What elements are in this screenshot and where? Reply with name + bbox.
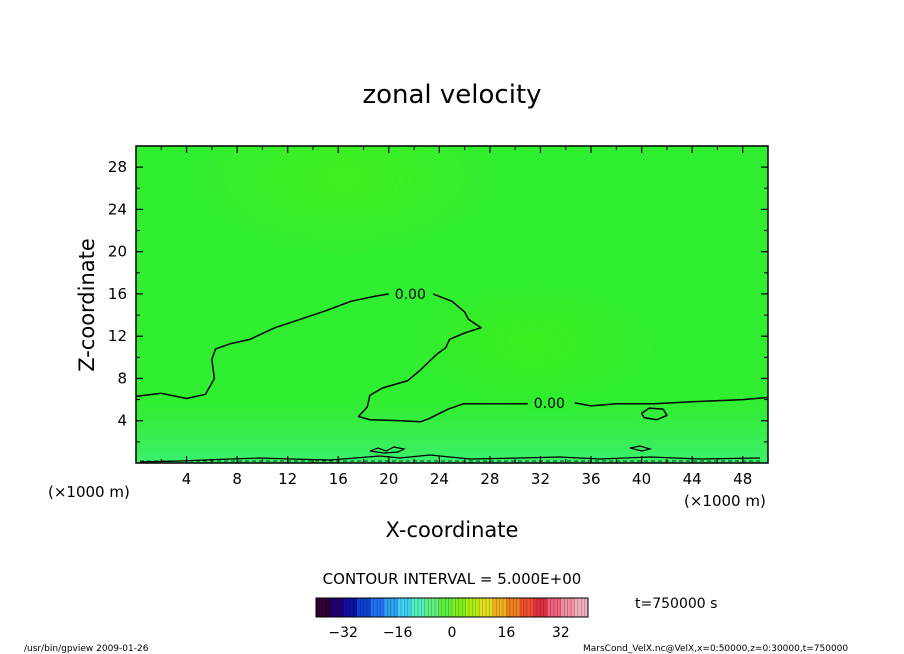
colorbar-segment bbox=[547, 598, 562, 617]
colorbar-segment bbox=[370, 598, 385, 617]
x-tick-label: 12 bbox=[278, 470, 297, 488]
near-surface-contour bbox=[139, 454, 761, 463]
y-tick-label: 16 bbox=[108, 285, 127, 303]
y-tick-label: 28 bbox=[108, 158, 127, 176]
small-contour-blob bbox=[629, 445, 653, 452]
colorbar-segment bbox=[424, 598, 439, 617]
contour-label-bg bbox=[529, 393, 570, 411]
x-tick-label: 20 bbox=[379, 470, 398, 488]
colorbar-tick-label: 32 bbox=[552, 625, 570, 641]
zero-contour bbox=[640, 407, 668, 421]
zero-contour bbox=[574, 396, 768, 407]
colorbar-ticks: −32 −16 0 16 32 bbox=[328, 625, 569, 641]
colorbar-tick-label: 0 bbox=[448, 625, 457, 641]
x-axis-unit-right: (×1000 m) bbox=[684, 492, 766, 510]
chart-title: zonal velocity bbox=[362, 80, 541, 110]
colorbar-segment bbox=[574, 598, 589, 617]
x-tick-label: 16 bbox=[329, 470, 348, 488]
contour-label: 0.00 bbox=[395, 287, 426, 303]
plot-field: 0.00 0.00 bbox=[136, 146, 768, 463]
y-tick-label: 8 bbox=[117, 369, 127, 387]
colorbar-segment bbox=[397, 598, 412, 617]
contour-label: 0.00 bbox=[534, 396, 565, 412]
colorbar-segment bbox=[506, 598, 521, 617]
x-tick-label: 24 bbox=[430, 470, 449, 488]
colorbar-segment bbox=[560, 598, 575, 617]
zero-contour-lines bbox=[136, 293, 768, 463]
x-tick-label: 48 bbox=[733, 470, 752, 488]
x-tick-label: 32 bbox=[531, 470, 550, 488]
colorbar-segment bbox=[329, 598, 344, 617]
colorbar-tick-label: −16 bbox=[383, 625, 413, 641]
x-tick-label: 28 bbox=[480, 470, 499, 488]
colorbar-frame bbox=[315, 597, 589, 618]
x-tick-label: 36 bbox=[581, 470, 600, 488]
time-label: t=750000 s bbox=[635, 596, 717, 612]
plot-frame bbox=[135, 145, 769, 464]
y-tick-label: 20 bbox=[108, 243, 127, 261]
colorbar-segment bbox=[316, 598, 331, 617]
x-tick-label: 40 bbox=[632, 470, 651, 488]
x-axis-unit-left: (×1000 m) bbox=[48, 483, 130, 501]
footer-right: MarsCond_VelX.nc@VelX,x=0:50000,z=0:3000… bbox=[583, 644, 848, 654]
colorbar-segment bbox=[465, 598, 480, 617]
colorbar-segment bbox=[520, 598, 535, 617]
colorbar-segment bbox=[479, 598, 494, 617]
footer-left: /usr/bin/gpview 2009-01-26 bbox=[24, 644, 149, 654]
y-axis-label: Z-coordinate bbox=[75, 238, 99, 372]
x-tick-label: 8 bbox=[232, 470, 242, 488]
colorbar-tick-label: −32 bbox=[328, 625, 358, 641]
colorbar-segment bbox=[533, 598, 548, 617]
colorbar-tick-label: 16 bbox=[497, 625, 515, 641]
contour-interval-label: CONTOUR INTERVAL = 5.000E+00 bbox=[323, 570, 582, 588]
colorbar-segment bbox=[438, 598, 453, 617]
zero-contour bbox=[136, 293, 389, 400]
colorbar bbox=[315, 598, 589, 617]
x-tick-label: 4 bbox=[182, 470, 192, 488]
colorbar-segment bbox=[343, 598, 358, 617]
colorbar-segment bbox=[492, 598, 507, 617]
small-contour-blob bbox=[369, 446, 406, 454]
x-axis-ticks: 4 8 12 16 20 24 28 32 36 40 44 48 bbox=[160, 146, 752, 488]
colorbar-segment bbox=[411, 598, 426, 617]
x-tick-label: 44 bbox=[683, 470, 702, 488]
contour-labels: 0.00 0.00 bbox=[390, 284, 570, 412]
contour-label-bg bbox=[390, 284, 431, 302]
zero-contour bbox=[357, 293, 528, 423]
y-tick-label: 12 bbox=[108, 327, 127, 345]
colorbar-segment bbox=[356, 598, 371, 617]
y-tick-label: 4 bbox=[117, 412, 127, 430]
field-shade-bottom bbox=[136, 400, 768, 463]
x-axis-label: X-coordinate bbox=[386, 518, 519, 542]
colorbar-segment bbox=[384, 598, 399, 617]
y-tick-label: 24 bbox=[108, 200, 127, 218]
y-axis-ticks: 4 8 12 16 20 24 28 bbox=[108, 158, 768, 443]
colorbar-segment bbox=[452, 598, 467, 617]
